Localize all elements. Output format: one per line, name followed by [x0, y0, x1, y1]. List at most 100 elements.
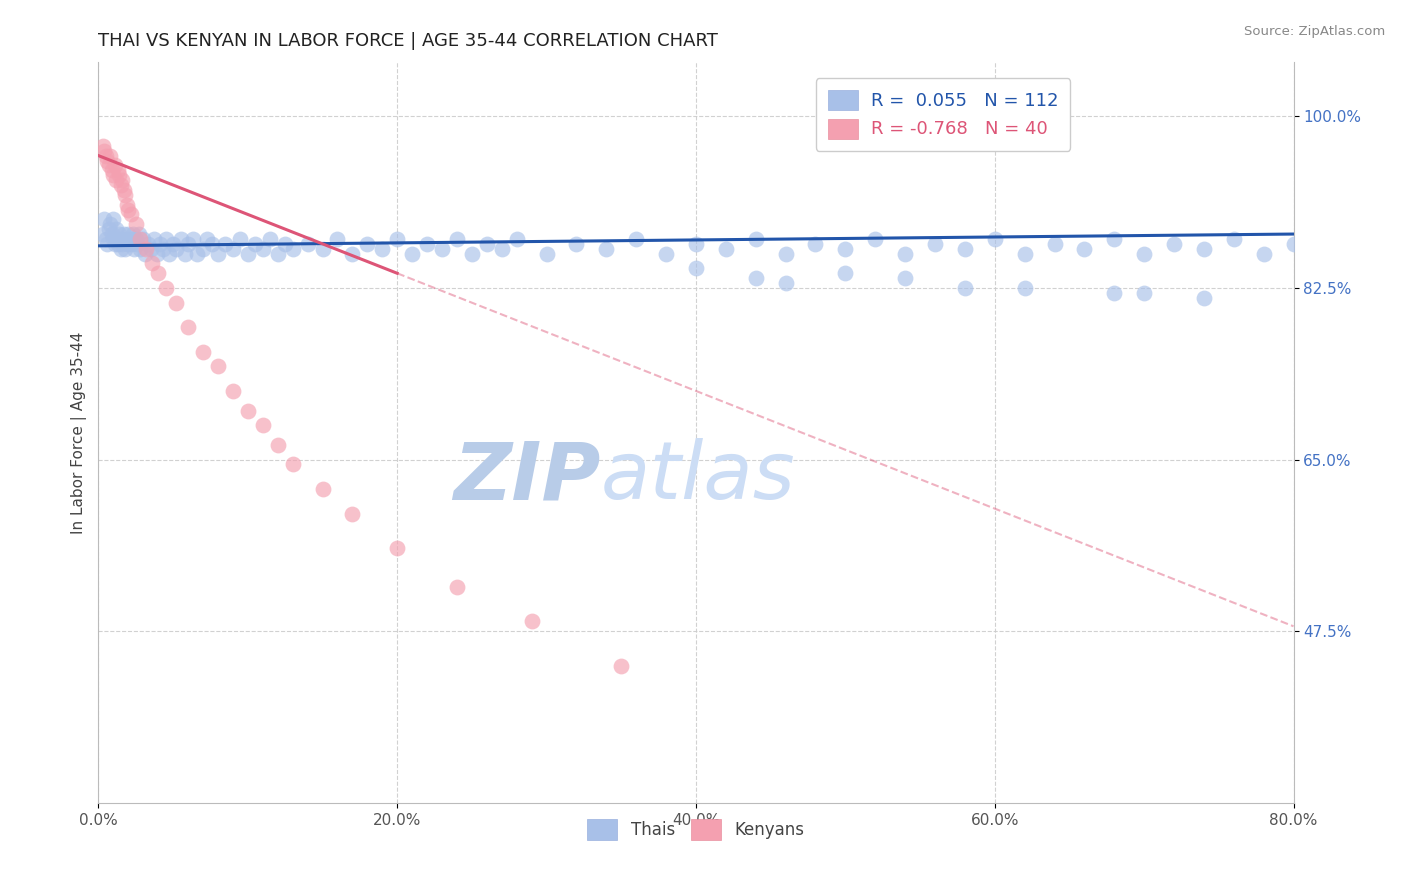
- Point: [297, 236, 319, 251]
- Point: [177, 236, 200, 251]
- Point: [111, 173, 134, 187]
- Point: [96, 236, 118, 251]
- Point: [475, 236, 498, 251]
- Point: [165, 242, 187, 256]
- Point: [97, 158, 120, 172]
- Point: [107, 163, 129, 178]
- Point: [177, 320, 200, 334]
- Text: Source: ZipAtlas.com: Source: ZipAtlas.com: [1244, 25, 1385, 38]
- Point: [162, 236, 184, 251]
- Point: [191, 344, 214, 359]
- Point: [117, 236, 139, 251]
- Point: [714, 242, 737, 256]
- Legend: Thais, Kenyans: Thais, Kenyans: [581, 813, 811, 847]
- Point: [104, 158, 127, 172]
- Point: [894, 246, 917, 260]
- Point: [311, 242, 333, 256]
- Point: [252, 418, 274, 433]
- Point: [924, 236, 946, 251]
- Point: [281, 458, 304, 472]
- Point: [157, 246, 180, 260]
- Point: [165, 295, 187, 310]
- Point: [894, 271, 917, 285]
- Point: [108, 168, 131, 182]
- Point: [141, 256, 163, 270]
- Point: [1282, 236, 1305, 251]
- Point: [834, 266, 856, 280]
- Point: [94, 232, 117, 246]
- Point: [520, 615, 543, 629]
- Point: [342, 507, 364, 521]
- Point: [91, 138, 114, 153]
- Point: [610, 658, 633, 673]
- Point: [834, 242, 856, 256]
- Point: [685, 261, 707, 276]
- Point: [115, 232, 138, 246]
- Point: [139, 242, 162, 256]
- Point: [385, 232, 409, 246]
- Point: [1192, 242, 1215, 256]
- Point: [136, 236, 159, 251]
- Point: [1133, 246, 1156, 260]
- Point: [110, 178, 132, 192]
- Point: [229, 232, 252, 246]
- Point: [91, 227, 114, 241]
- Point: [115, 197, 138, 211]
- Point: [127, 236, 149, 251]
- Point: [114, 187, 136, 202]
- Point: [134, 246, 156, 260]
- Point: [326, 232, 349, 246]
- Point: [96, 153, 118, 168]
- Point: [124, 242, 146, 256]
- Point: [1192, 291, 1215, 305]
- Point: [1014, 246, 1036, 260]
- Text: THAI VS KENYAN IN LABOR FORCE | AGE 35-44 CORRELATION CHART: THAI VS KENYAN IN LABOR FORCE | AGE 35-4…: [98, 32, 718, 50]
- Point: [117, 202, 139, 217]
- Point: [685, 236, 707, 251]
- Point: [595, 242, 617, 256]
- Point: [207, 246, 229, 260]
- Point: [446, 580, 468, 594]
- Point: [104, 236, 127, 251]
- Y-axis label: In Labor Force | Age 35-44: In Labor Force | Age 35-44: [72, 332, 87, 533]
- Point: [536, 246, 558, 260]
- Point: [107, 236, 129, 251]
- Point: [103, 232, 125, 246]
- Point: [214, 236, 236, 251]
- Point: [259, 232, 281, 246]
- Point: [155, 281, 177, 295]
- Point: [953, 242, 976, 256]
- Point: [401, 246, 423, 260]
- Point: [356, 236, 378, 251]
- Point: [145, 246, 167, 260]
- Point: [148, 266, 170, 280]
- Point: [1163, 236, 1185, 251]
- Point: [1133, 285, 1156, 300]
- Point: [103, 212, 125, 227]
- Point: [984, 232, 1007, 246]
- Point: [112, 183, 135, 197]
- Point: [135, 242, 157, 256]
- Point: [120, 236, 142, 251]
- Point: [125, 232, 148, 246]
- Point: [1073, 242, 1095, 256]
- Point: [125, 217, 148, 231]
- Point: [105, 222, 128, 236]
- Point: [506, 232, 529, 246]
- Point: [491, 242, 513, 256]
- Point: [197, 232, 219, 246]
- Point: [129, 232, 152, 246]
- Point: [371, 242, 394, 256]
- Text: ZIP: ZIP: [453, 438, 600, 516]
- Point: [626, 232, 648, 246]
- Point: [274, 236, 297, 251]
- Point: [101, 227, 124, 241]
- Point: [385, 541, 409, 555]
- Point: [120, 207, 142, 221]
- Point: [1223, 232, 1246, 246]
- Point: [142, 232, 165, 246]
- Point: [129, 242, 152, 256]
- Point: [745, 271, 768, 285]
- Point: [94, 148, 117, 162]
- Text: atlas: atlas: [600, 438, 796, 516]
